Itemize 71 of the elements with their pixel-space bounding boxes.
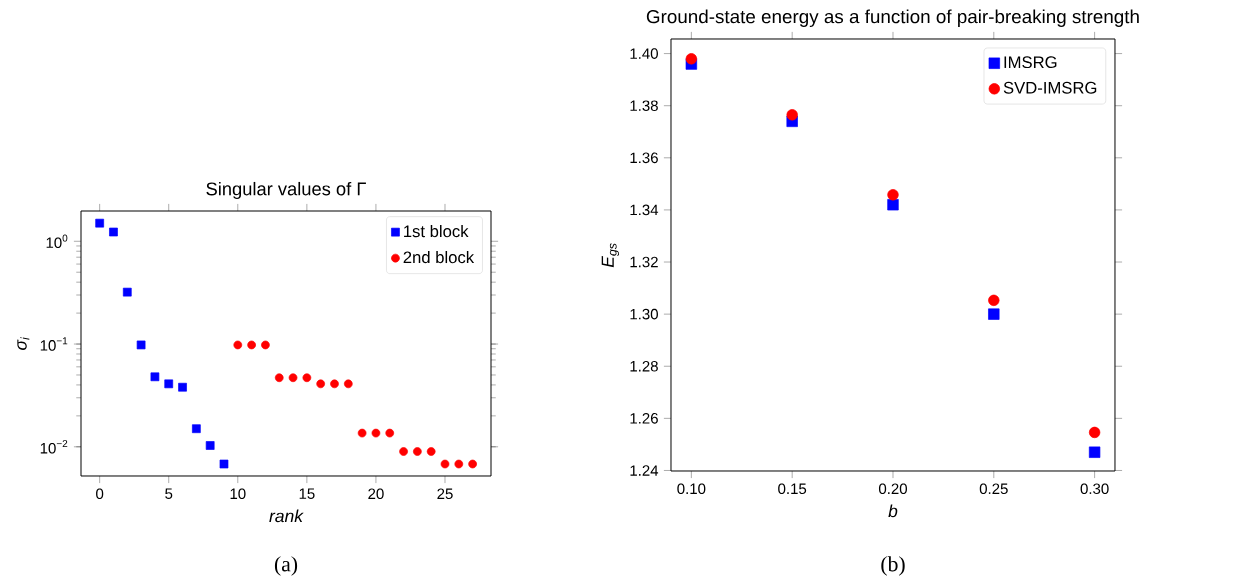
point — [247, 340, 256, 350]
point — [413, 447, 422, 456]
point — [1088, 446, 1101, 458]
point — [454, 459, 464, 469]
point — [343, 379, 353, 389]
x-tick-label: 0 — [96, 488, 104, 500]
x-tick-label: 10 — [230, 488, 246, 500]
point — [261, 340, 270, 350]
point — [233, 340, 243, 350]
point — [1088, 426, 1101, 439]
point — [330, 379, 339, 389]
point — [219, 459, 229, 469]
y-tick-label: 1.28 — [630, 360, 658, 372]
legend-label: 1st block — [404, 224, 469, 238]
y-axis-title: σ$_{i}$ — [17, 337, 30, 350]
point — [426, 447, 436, 456]
point — [887, 189, 899, 201]
point — [371, 428, 381, 438]
point — [440, 459, 450, 469]
x-tick-label: 0.20 — [878, 483, 907, 495]
x-tick-label: 15 — [299, 488, 315, 499]
x-axis-title: b — [888, 504, 898, 518]
x-tick-label: 0.25 — [979, 483, 1008, 495]
point — [288, 373, 298, 383]
point — [468, 459, 477, 469]
point — [136, 340, 146, 350]
point — [274, 373, 284, 383]
y-axis-title: E$_{gs}$ — [601, 243, 620, 268]
point — [685, 53, 698, 65]
x-axis-title: rank — [269, 509, 304, 523]
legend-label: IMSRG — [1004, 56, 1057, 69]
point — [357, 428, 367, 438]
chart-title: Singular values of Γ — [206, 181, 366, 199]
point — [316, 379, 326, 389]
point — [786, 109, 798, 121]
chart-title: Ground-state energy as a function of pair-breaking strength — [646, 9, 1139, 27]
y-tick-label: 1.26 — [630, 413, 658, 424]
y-tick-label: 10$^{−2}$ — [40, 440, 68, 454]
x-tick-label: 25 — [437, 488, 453, 500]
point — [109, 227, 118, 237]
point — [122, 287, 132, 297]
y-tick-label: 1.30 — [630, 308, 658, 320]
y-tick-label: 1.36 — [630, 152, 658, 164]
y-tick-label: 10$^{0}$ — [46, 234, 68, 249]
point — [150, 372, 160, 382]
y-tick-label: 1.32 — [630, 256, 658, 268]
x-tick-label: 20 — [368, 488, 384, 500]
point — [988, 294, 1000, 306]
legend-label: SVD-IMSRG — [1003, 81, 1097, 94]
point — [385, 428, 395, 438]
point — [205, 441, 215, 450]
point — [192, 424, 201, 434]
text: (a) — [274, 556, 298, 576]
y-tick-label: 1.24 — [630, 465, 659, 476]
y-tick-label: 10$^{−1}$ — [40, 337, 68, 351]
x-tick-label: 0.10 — [677, 483, 706, 495]
point — [399, 447, 408, 456]
point — [95, 218, 104, 228]
x-tick-label: 0.30 — [1080, 483, 1109, 495]
point — [178, 382, 187, 392]
y-tick-label: 1.38 — [630, 100, 658, 112]
x-tick-label: 5 — [165, 488, 173, 499]
point — [887, 199, 899, 211]
y-tick-label: 1.40 — [630, 48, 658, 59]
text: (b) — [881, 556, 905, 576]
point — [164, 379, 174, 389]
y-tick-label: 1.34 — [630, 204, 659, 216]
point — [302, 373, 312, 383]
x-tick-label: 0.15 — [778, 483, 807, 495]
legend-label: 2nd block — [403, 250, 475, 264]
point — [988, 308, 1000, 320]
